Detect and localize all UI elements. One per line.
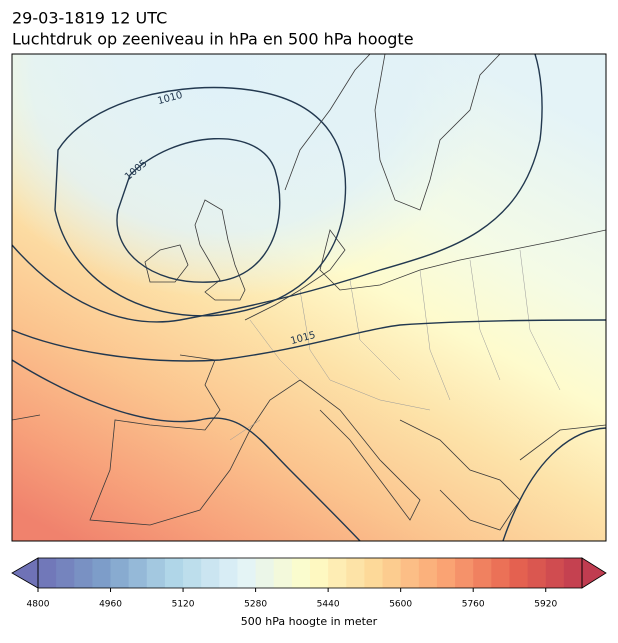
colorbar-bin <box>110 558 130 588</box>
coast-scandinavia <box>284 54 501 211</box>
colorbar-bin <box>509 558 529 588</box>
colorbar-bin <box>237 558 257 588</box>
colorbar-tick-label: 4800 <box>27 600 50 610</box>
colorbar-tick-label: 5600 <box>389 600 412 610</box>
title-date: 29-03-1819 12 UTC <box>12 9 167 28</box>
isobar-1020 <box>12 359 606 541</box>
colorbar-bin <box>310 558 329 588</box>
colorbar-tick-label: 5760 <box>462 600 485 610</box>
colorbar-tick-label: 5280 <box>244 600 267 610</box>
isobar-1010 <box>54 86 347 317</box>
isobar-1005 <box>116 137 281 283</box>
coast-britain <box>194 199 246 301</box>
colorbar: 4800 4960 5120 5280 5440 5600 5760 5920 <box>11 557 607 610</box>
colorbar-bin <box>38 558 57 588</box>
colorbar-tick-label: 4960 <box>99 600 122 610</box>
colorbar-bin <box>128 558 148 588</box>
colorbar-bin <box>491 558 510 588</box>
colorbar-bin <box>273 558 293 588</box>
coast-continent <box>12 229 606 531</box>
height-field-low <box>12 54 606 541</box>
colorbar-bin <box>183 558 202 588</box>
colorbar-bin <box>382 558 402 588</box>
colorbar-bin <box>92 558 112 588</box>
colorbar-extend-high <box>581 557 607 589</box>
colorbar-bin <box>291 558 311 588</box>
colorbar-bin <box>473 558 492 588</box>
title-desc: Luchtdruk op zeeniveau in hPa en 500 hPa… <box>12 30 414 49</box>
colorbar-bin <box>201 558 220 588</box>
colorbar-bin <box>255 558 275 588</box>
colorbar-bin <box>56 558 75 588</box>
colorbar-frame <box>37 557 583 589</box>
map-frame <box>11 53 607 542</box>
isobar-1015-south <box>12 319 606 362</box>
colorbar-extend-low <box>11 557 39 589</box>
colorbar-tick-label: 5920 <box>534 600 557 610</box>
colorbar-bin <box>455 558 474 588</box>
colorbar-label: 500 hPa hoogte in meter <box>241 615 378 628</box>
colorbar-bin <box>563 558 583 588</box>
colorbar-bin <box>164 558 184 588</box>
colorbar-bin <box>527 558 547 588</box>
borders <box>229 249 561 441</box>
colorbar-bin <box>436 558 456 588</box>
colorbar-bin <box>74 558 93 588</box>
colorbar-bin <box>219 558 238 588</box>
colorbar-bin <box>364 558 384 588</box>
colorbar-bin <box>346 558 365 588</box>
colorbar-tick-label: 5440 <box>317 600 340 610</box>
colorbar-bin <box>328 558 347 588</box>
coast-ireland <box>144 244 189 283</box>
colorbar-bin <box>418 558 438 588</box>
map: 1010 1005 1015 <box>12 54 606 541</box>
colorbar-bin <box>400 558 420 588</box>
colorbar-bin <box>146 558 166 588</box>
colorbar-tick-label: 5120 <box>172 600 195 610</box>
isobar-1015 <box>12 54 543 323</box>
colorbar-bin <box>545 558 565 588</box>
